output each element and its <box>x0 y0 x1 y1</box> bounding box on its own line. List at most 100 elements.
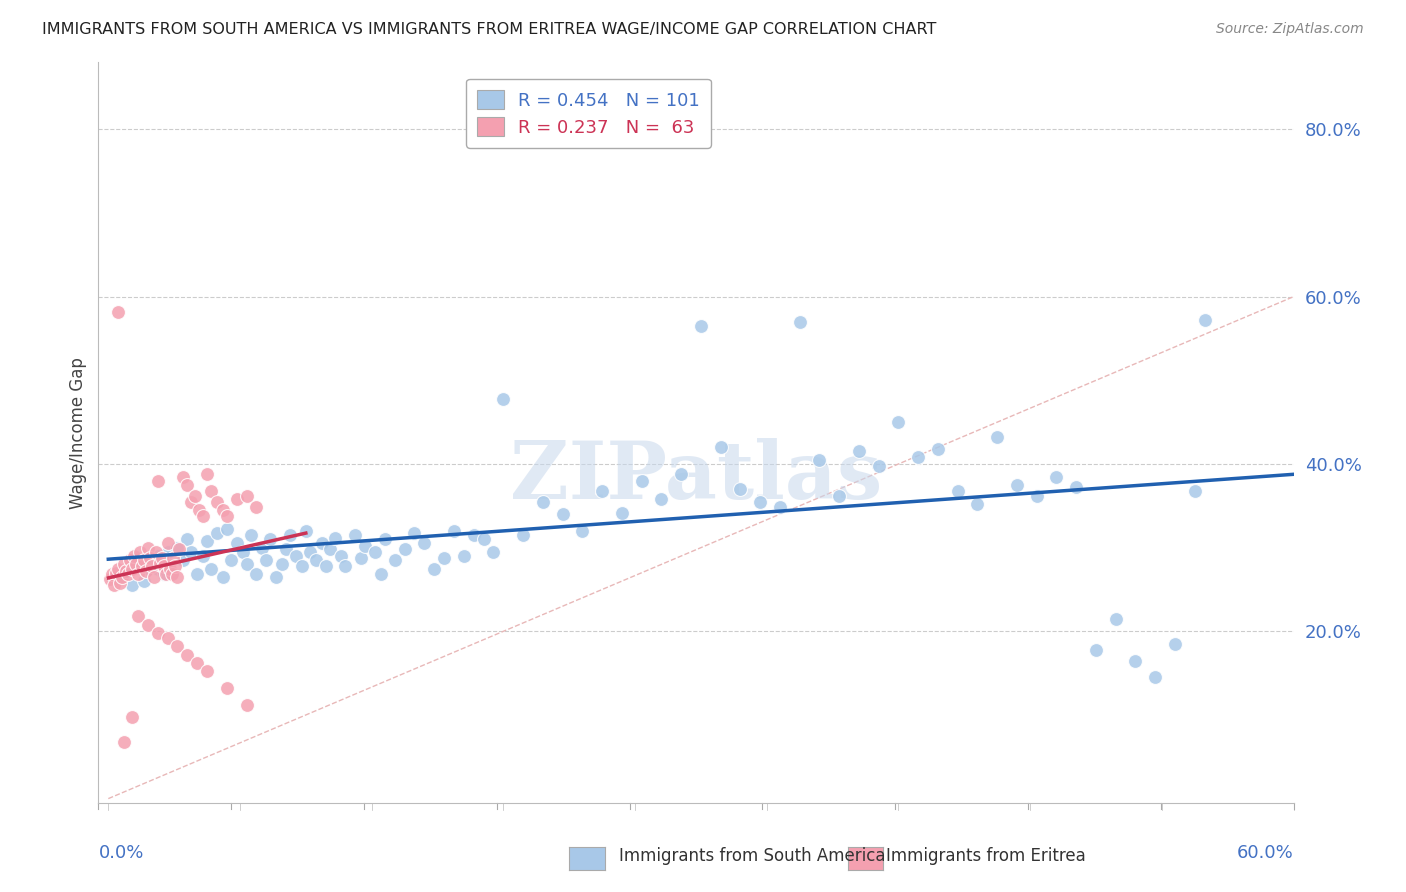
Point <box>225 536 247 550</box>
Point <box>184 489 207 503</box>
Point <box>215 508 238 523</box>
Point <box>235 489 257 503</box>
Point <box>186 656 208 670</box>
Point <box>107 570 129 584</box>
Point <box>108 575 131 590</box>
Point <box>146 474 169 488</box>
Point <box>1194 313 1216 327</box>
Point <box>132 553 155 567</box>
Text: Source: ZipAtlas.com: Source: ZipAtlas.com <box>1216 22 1364 37</box>
Point <box>453 549 475 563</box>
Point <box>112 735 135 749</box>
Point <box>180 545 202 559</box>
Point <box>232 545 254 559</box>
Point <box>927 442 949 456</box>
Point <box>136 561 159 575</box>
Point <box>413 536 436 550</box>
Point <box>166 541 188 555</box>
Point <box>176 478 198 492</box>
Point <box>463 528 485 542</box>
Point <box>298 545 321 559</box>
Point <box>344 528 367 542</box>
Point <box>156 631 179 645</box>
Point <box>186 567 208 582</box>
Point <box>176 648 198 662</box>
Point <box>125 558 148 572</box>
Point <box>146 561 169 575</box>
Point <box>150 550 173 565</box>
Point <box>789 315 811 329</box>
Text: 0.0%: 0.0% <box>98 844 143 862</box>
Point <box>146 626 169 640</box>
Point <box>1005 478 1028 492</box>
Point <box>145 545 167 559</box>
Point <box>1085 642 1108 657</box>
Point <box>315 559 337 574</box>
Point <box>195 665 218 679</box>
Point <box>131 559 153 574</box>
Point <box>139 550 162 565</box>
Point <box>1125 654 1147 668</box>
Point <box>215 681 238 696</box>
Point <box>235 558 257 572</box>
Point <box>1184 483 1206 498</box>
Point <box>112 558 135 572</box>
Point <box>1144 670 1167 684</box>
Point <box>531 494 554 508</box>
Point <box>121 578 143 592</box>
Point <box>159 561 181 575</box>
Point <box>219 553 242 567</box>
Point <box>828 489 851 503</box>
Point <box>1045 469 1067 483</box>
Point <box>156 545 179 559</box>
Point <box>127 567 149 582</box>
Text: Immigrants from Eritrea: Immigrants from Eritrea <box>886 847 1085 865</box>
Point <box>318 542 340 557</box>
Point <box>172 553 194 567</box>
Point <box>730 482 752 496</box>
Point <box>135 564 157 578</box>
Point <box>1105 612 1128 626</box>
Point <box>121 709 143 723</box>
Point <box>107 304 129 318</box>
Point <box>149 556 172 570</box>
Point <box>284 549 307 563</box>
Point <box>141 553 163 567</box>
Point <box>136 617 159 632</box>
Point <box>370 567 392 582</box>
Point <box>132 574 155 588</box>
Point <box>330 549 353 563</box>
Y-axis label: Wage/Income Gap: Wage/Income Gap <box>69 357 87 508</box>
Point <box>205 525 228 540</box>
Point <box>650 492 672 507</box>
Point <box>868 458 890 473</box>
Point <box>295 524 318 538</box>
Point <box>591 483 613 498</box>
Point <box>235 698 257 712</box>
Point <box>374 533 396 547</box>
Point <box>212 503 235 517</box>
Text: 60.0%: 60.0% <box>1237 844 1294 862</box>
Point <box>271 558 294 572</box>
Point <box>1164 637 1187 651</box>
Point <box>264 570 287 584</box>
Text: IMMIGRANTS FROM SOUTH AMERICA VS IMMIGRANTS FROM ERITREA WAGE/INCOME GAP CORRELA: IMMIGRANTS FROM SOUTH AMERICA VS IMMIGRA… <box>42 22 936 37</box>
Point <box>808 452 831 467</box>
Point <box>155 567 177 582</box>
Point <box>160 567 183 582</box>
Point <box>769 500 792 515</box>
Point <box>136 541 159 555</box>
Point <box>188 503 211 517</box>
Point <box>195 467 218 481</box>
Point <box>165 559 187 574</box>
Point <box>433 550 456 565</box>
Point <box>215 522 238 536</box>
Point <box>127 609 149 624</box>
Point <box>1025 489 1047 503</box>
Point <box>200 561 222 575</box>
Point <box>122 549 145 563</box>
Point <box>354 539 377 553</box>
Point <box>112 566 135 580</box>
Point <box>350 550 373 565</box>
Point <box>512 528 534 542</box>
